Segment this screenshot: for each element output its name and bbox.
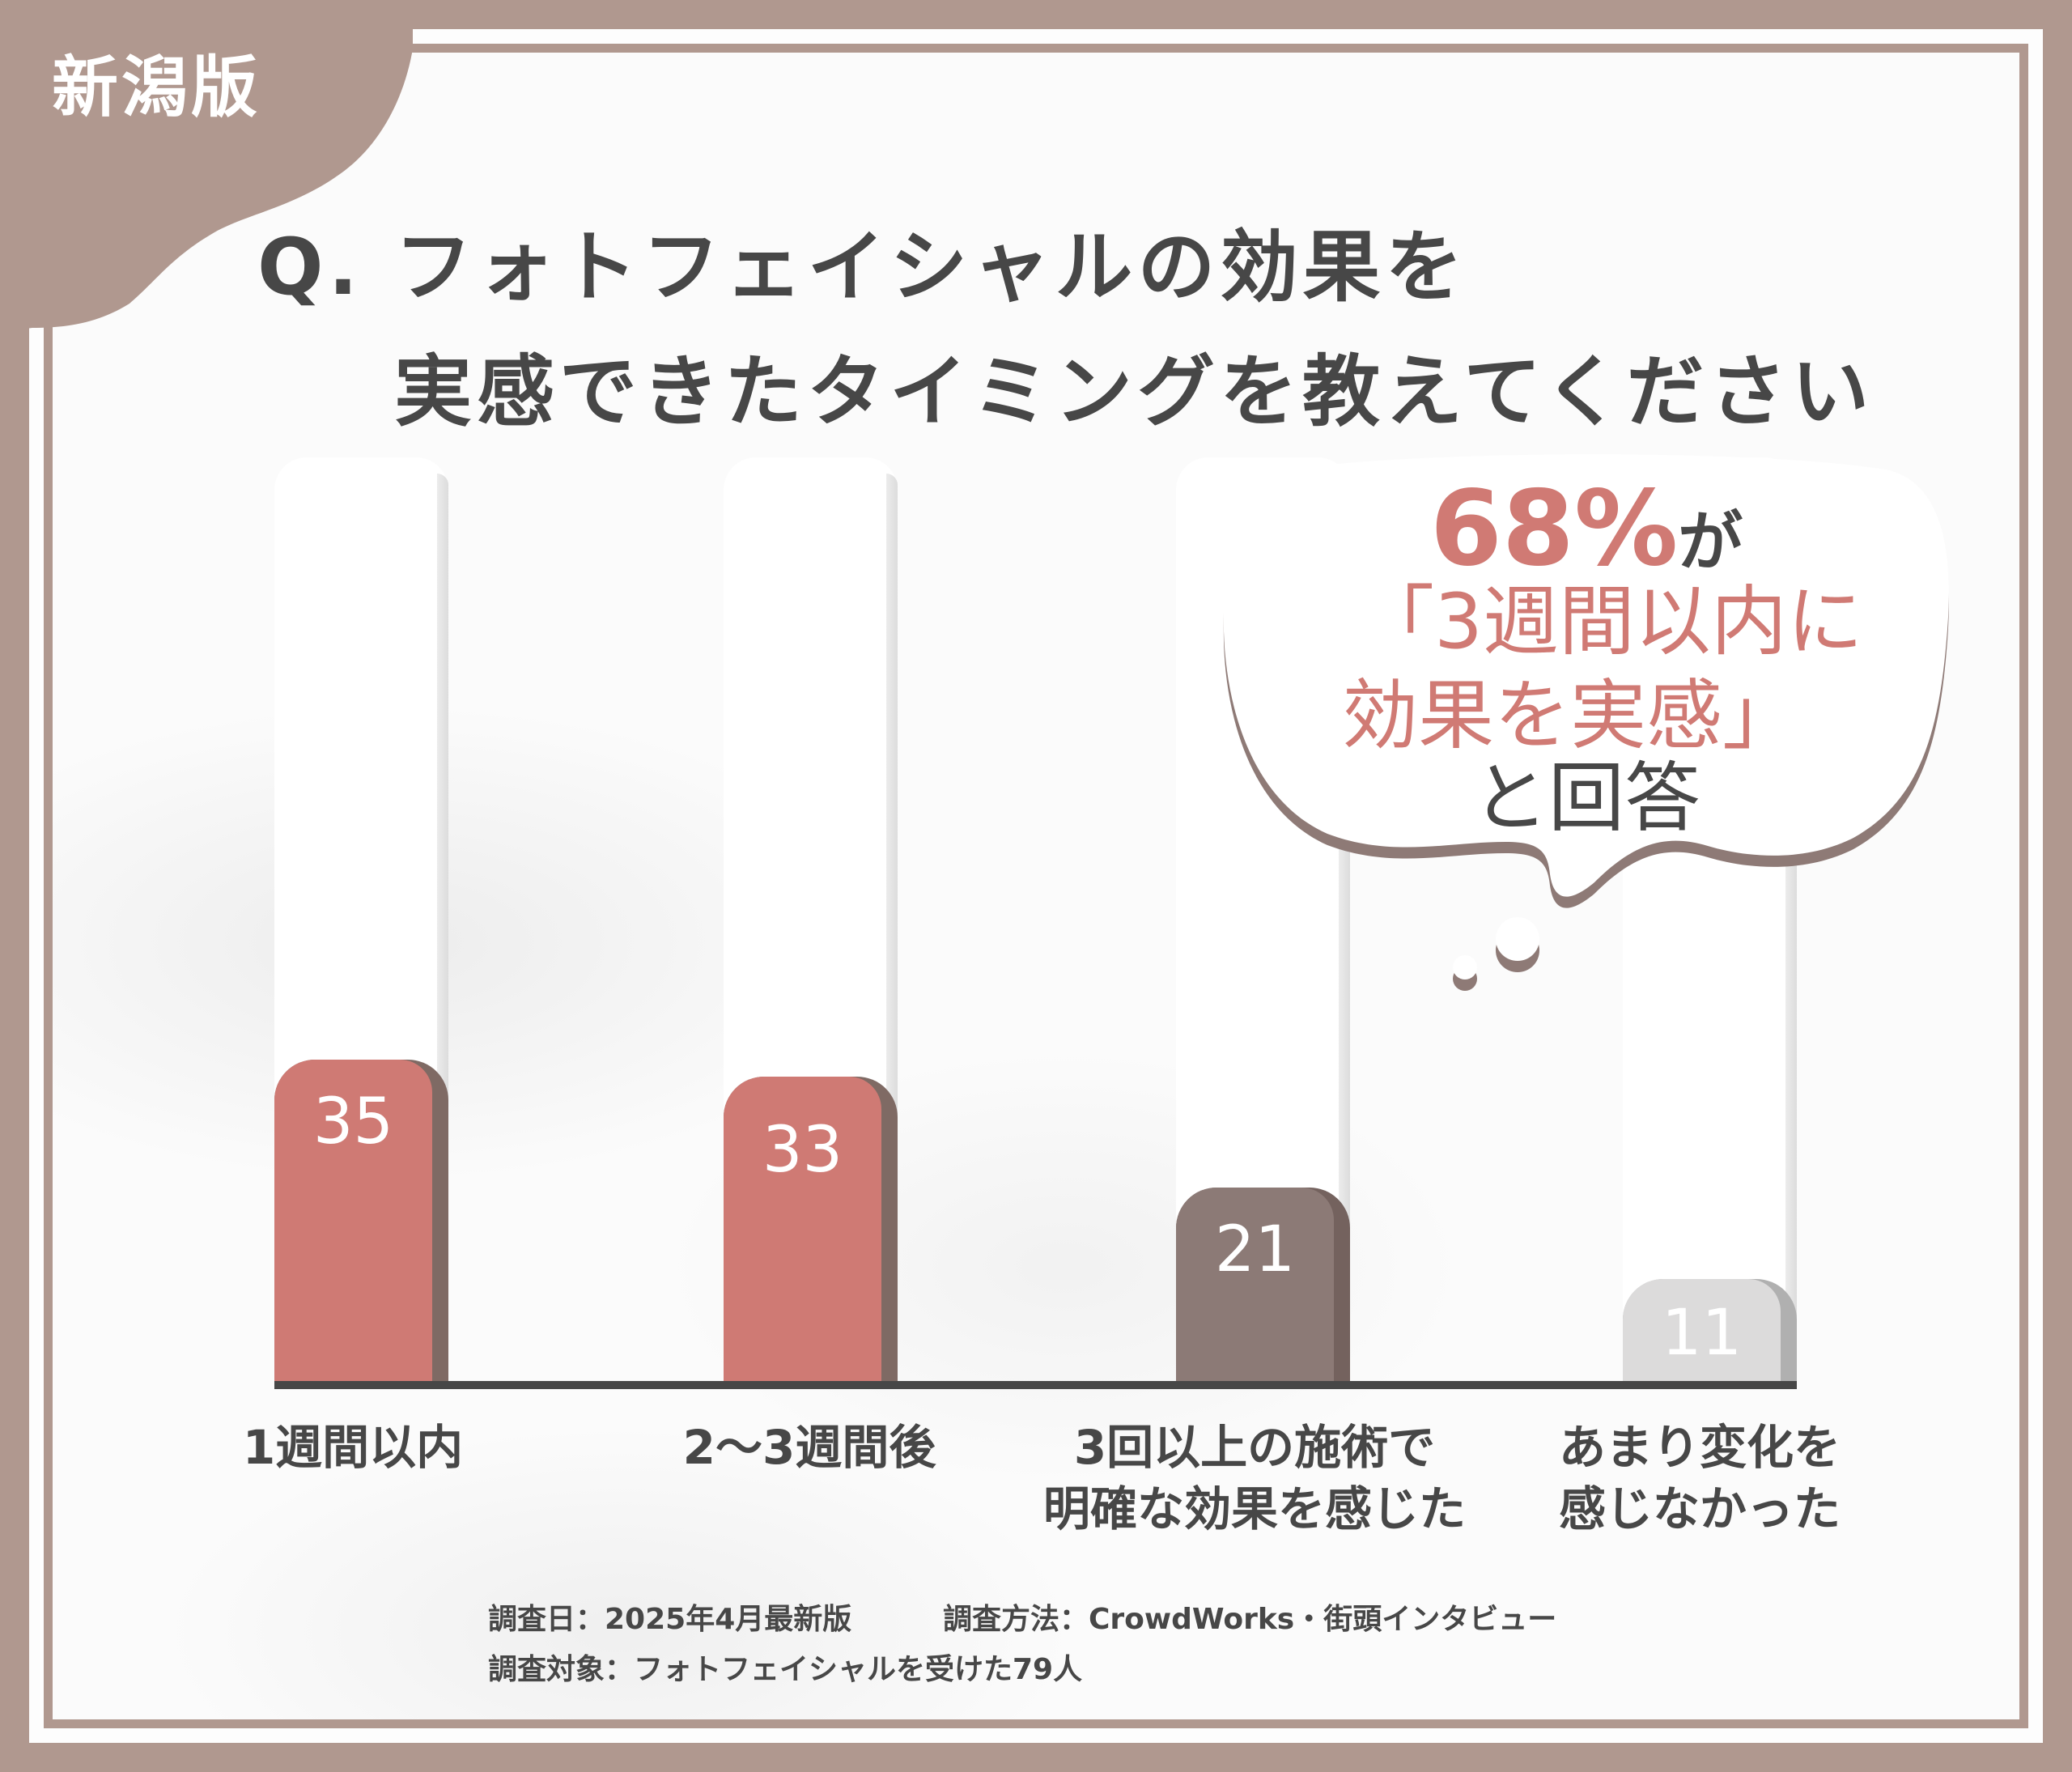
question-title-line2: 実感できたタイミングを教えてください xyxy=(394,346,1875,437)
callout-line3: 効果を実感」 xyxy=(1341,672,1798,760)
question-title-line1: Q. フォトフェイシャルの効果を xyxy=(257,222,1468,312)
x-label-line: 明確な効果を感じた xyxy=(1042,1481,1466,1536)
bar-value: 35 xyxy=(312,1086,394,1158)
survey-method: 調査方法：CrowdWorks・街頭インタビュー xyxy=(943,1603,1557,1636)
bar-1: 35 xyxy=(274,1060,448,1381)
bar-value: 21 xyxy=(1214,1213,1296,1286)
x-label-line: 1週間以内 xyxy=(242,1420,464,1475)
x-axis-line xyxy=(274,1381,1797,1389)
bar-face xyxy=(274,1060,432,1381)
x-label-4: あまり変化を 感じなかった xyxy=(1522,1417,1878,1540)
bar-value: 33 xyxy=(762,1114,843,1187)
callout-percent: 68% xyxy=(1429,469,1679,589)
region-badge: 新潟版 xyxy=(52,49,261,126)
x-label-line: あまり変化を xyxy=(1558,1420,1841,1475)
bar-face xyxy=(1623,1279,1781,1381)
bar-4: 11 xyxy=(1623,1279,1797,1381)
callout-ga: が xyxy=(1678,504,1743,580)
x-label-line: 感じなかった xyxy=(1558,1481,1841,1536)
survey-target: 調査対象：フォトフェイシャルを受けた79人 xyxy=(488,1653,1083,1686)
callout-line1: 68%が xyxy=(1424,478,1748,581)
survey-date: 調査日：2025年4月最新版 xyxy=(488,1603,852,1636)
x-label-1: 1週間以内 xyxy=(191,1417,515,1478)
callout-line2: 「3週間以内に xyxy=(1358,578,1863,666)
bar-face xyxy=(1176,1188,1334,1381)
x-label-line: 3回以上の施術で xyxy=(1073,1420,1436,1475)
corner-badge-shape xyxy=(0,0,413,332)
bar-face xyxy=(724,1077,881,1381)
x-label-3: 3回以上の施術で 明確な効果を感じた xyxy=(1012,1417,1497,1540)
x-label-line: 2〜3週間後 xyxy=(682,1420,936,1475)
callout-line4: と回答 xyxy=(1471,754,1700,843)
speech-bubble xyxy=(1223,454,1949,991)
bar-value: 11 xyxy=(1661,1297,1743,1370)
bar-2: 33 xyxy=(724,1077,898,1381)
x-label-2: 2〜3週間後 xyxy=(639,1417,979,1478)
bar-3: 21 xyxy=(1176,1188,1350,1381)
